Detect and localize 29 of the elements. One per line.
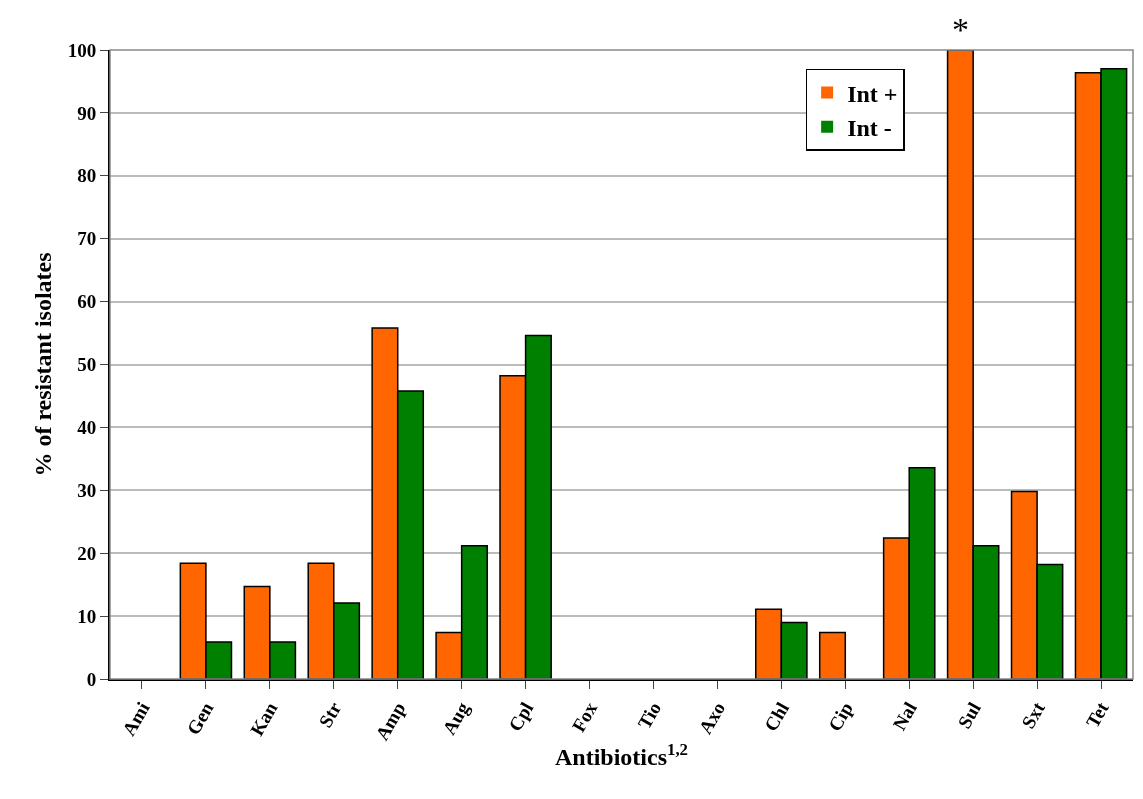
y-tick-label: 100 (67, 39, 97, 61)
y-tick-label: 0 (86, 668, 97, 690)
x-tick-label: Nal (888, 698, 921, 734)
bar (818, 631, 847, 679)
x-tick-label: Cpl (504, 698, 538, 735)
y-tick-label: 10 (77, 605, 97, 627)
y-tick-label: 50 (77, 354, 97, 376)
x-tick-label: Cip (824, 698, 857, 735)
legend-label: Int - (847, 115, 892, 142)
y-tick-label: 90 (77, 102, 97, 124)
y-axis-title: % of resistant isolates (30, 252, 56, 477)
y-tick-label: 60 (77, 291, 97, 313)
x-tick-label: Chl (760, 698, 794, 735)
legend-label: Int + (847, 80, 898, 107)
x-tick-label: Sul (953, 698, 985, 732)
x-tick-label: Gen (182, 698, 218, 739)
x-tick-label: Axo (694, 698, 730, 738)
y-tick-label: 70 (77, 228, 97, 250)
y-tick-label: 20 (77, 542, 97, 564)
annotation: * (952, 11, 969, 48)
x-tick-label: Tio (633, 698, 666, 733)
x-tick-label: Str (314, 698, 346, 731)
x-tick-label: Fox (567, 698, 602, 736)
x-tick-label: Tet (1081, 697, 1114, 732)
y-tick-label: 40 (77, 417, 97, 439)
x-axis-title: Antibiotics$^{1,2}$ (555, 739, 688, 770)
y-tick-label: 80 (77, 165, 97, 187)
y-tick-label: 30 (77, 479, 97, 501)
x-tick-label: Sxt (1017, 697, 1050, 732)
